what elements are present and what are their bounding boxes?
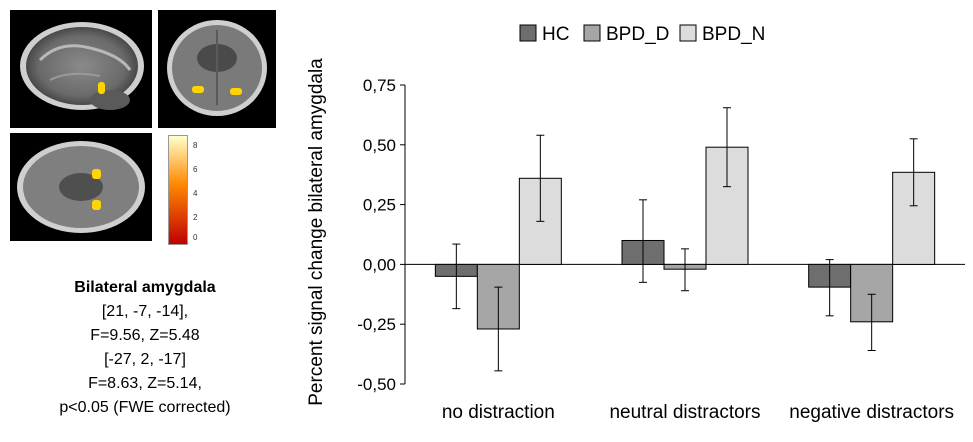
y-tick-label: 0,25 xyxy=(363,196,396,215)
caption-title: Bilateral amygdala xyxy=(74,279,216,296)
colorbar-tick-labels: 8 6 4 2 0 xyxy=(193,142,205,242)
colorbar-tick-0: 0 xyxy=(193,233,198,242)
error-bars xyxy=(452,107,918,372)
caption-line-1: [21, -7, -14], xyxy=(101,303,189,320)
coronal-brain-drawing xyxy=(167,20,267,116)
sagittal-brain-drawing xyxy=(20,22,144,110)
legend-swatch-bpd_n xyxy=(679,24,697,42)
colorbar-tick-2: 2 xyxy=(193,213,198,222)
y-tick-label: -0,50 xyxy=(357,375,396,394)
x-tick-label: negative distractors xyxy=(789,402,954,423)
sagittal-brain-image xyxy=(10,10,152,128)
y-axis: -0,50 -0,25 0,00 0,25 0,50 0,75 xyxy=(357,76,965,394)
y-tick-label: 0,50 xyxy=(363,136,396,155)
legend-label-bpd_d: BPD_D xyxy=(606,24,669,45)
axial-brain-drawing xyxy=(17,141,145,233)
caption-line-5: p<0.05 (FWE corrected) xyxy=(59,399,231,416)
coronal-brain-image xyxy=(158,10,276,128)
caption-line-3: [-27, 2, -17] xyxy=(104,351,186,368)
caption-line-2: F=9.56, Z=5.48 xyxy=(90,327,200,344)
legend-label-hc: HC xyxy=(542,24,569,45)
legend-label-bpd_n: BPD_N xyxy=(702,24,765,45)
x-tick-label: neutral distractors xyxy=(609,402,760,423)
colorbar-tick-6: 6 xyxy=(193,165,198,174)
colorbar-gradient xyxy=(169,136,187,244)
axial-brain-image xyxy=(10,133,152,241)
y-tick-label: 0,00 xyxy=(363,255,396,274)
amygdala-caption: Bilateral amygdala [21, -7, -14], F=9.56… xyxy=(10,276,280,420)
x-tick-label: no distraction xyxy=(442,402,555,423)
bar-marks xyxy=(434,146,936,330)
activation-colorbar xyxy=(168,135,188,245)
x-axis-labels: no distraction neutral distractors negativ… xyxy=(442,402,954,423)
colorbar-tick-8: 8 xyxy=(193,141,198,150)
y-tick-label: -0,25 xyxy=(357,315,396,334)
chart-legend: HC BPD_D BPD_N xyxy=(519,24,765,45)
y-tick-label: 0,75 xyxy=(363,76,396,95)
legend-swatch-hc xyxy=(519,24,537,42)
caption-line-4: F=8.63, Z=5.14, xyxy=(88,375,202,392)
colorbar-tick-4: 4 xyxy=(193,189,198,198)
y-axis-label: Percent signal change bilateral amygdala xyxy=(306,58,327,406)
legend-swatch-bpd_d xyxy=(583,24,601,42)
